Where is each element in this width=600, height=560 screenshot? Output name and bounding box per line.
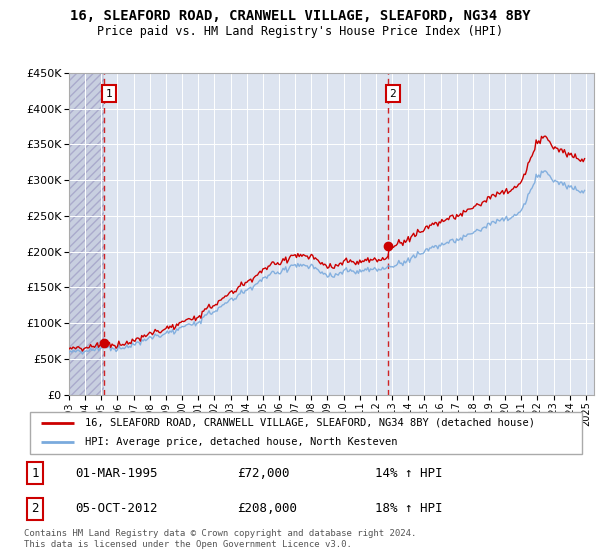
Text: 16, SLEAFORD ROAD, CRANWELL VILLAGE, SLEAFORD, NG34 8BY (detached house): 16, SLEAFORD ROAD, CRANWELL VILLAGE, SLE…: [85, 418, 535, 428]
Text: HPI: Average price, detached house, North Kesteven: HPI: Average price, detached house, Nort…: [85, 437, 398, 447]
Text: 01-MAR-1995: 01-MAR-1995: [76, 466, 158, 480]
Text: 14% ↑ HPI: 14% ↑ HPI: [375, 466, 443, 480]
Text: Price paid vs. HM Land Registry's House Price Index (HPI): Price paid vs. HM Land Registry's House …: [97, 25, 503, 38]
Bar: [69, 73, 104, 395]
Text: 18% ↑ HPI: 18% ↑ HPI: [375, 502, 443, 515]
Text: 2: 2: [389, 88, 396, 99]
FancyBboxPatch shape: [30, 412, 582, 454]
Text: 1: 1: [106, 88, 112, 99]
Text: 1: 1: [32, 466, 39, 480]
Text: Contains HM Land Registry data © Crown copyright and database right 2024.
This d: Contains HM Land Registry data © Crown c…: [24, 529, 416, 549]
Text: 2: 2: [32, 502, 39, 515]
Text: 16, SLEAFORD ROAD, CRANWELL VILLAGE, SLEAFORD, NG34 8BY: 16, SLEAFORD ROAD, CRANWELL VILLAGE, SLE…: [70, 9, 530, 23]
Text: £208,000: £208,000: [237, 502, 297, 515]
Text: £72,000: £72,000: [237, 466, 289, 480]
Text: 05-OCT-2012: 05-OCT-2012: [76, 502, 158, 515]
